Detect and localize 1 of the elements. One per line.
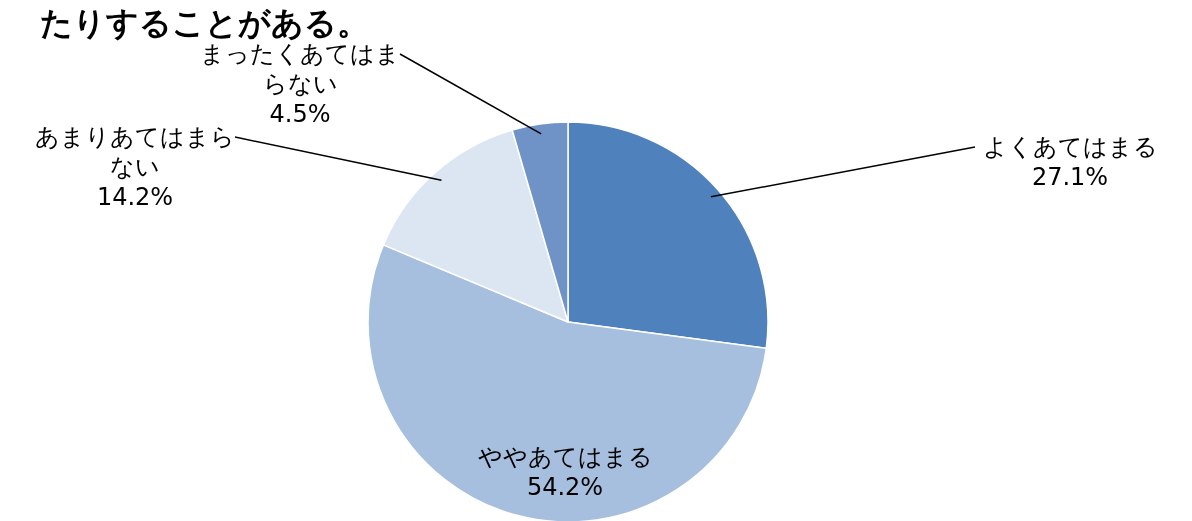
chart-title: たりすることがある。 xyxy=(40,4,369,42)
